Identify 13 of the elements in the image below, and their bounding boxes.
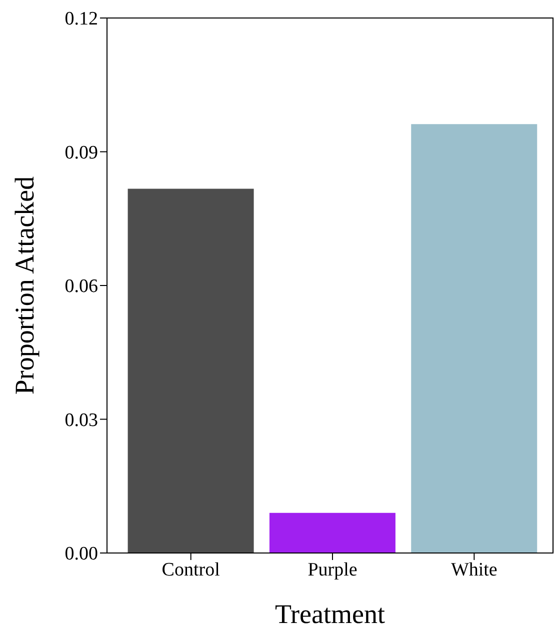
y-tick-label: 0.12 (64, 8, 98, 30)
x-tick-label: White (450, 559, 498, 580)
bar (411, 124, 538, 553)
y-tick-label: 0.06 (64, 276, 98, 298)
y-tick-label: 0.09 (64, 142, 98, 164)
x-tick-label: Control (162, 559, 220, 580)
y-axis-title: Proportion Attacked (10, 176, 40, 395)
bar (128, 188, 254, 553)
x-axis-title: Treatment (275, 599, 386, 629)
x-tick-label: Purple (308, 559, 358, 580)
bar (269, 512, 396, 553)
y-tick-label: 0.00 (64, 544, 98, 565)
y-tick-label: 0.03 (64, 410, 98, 431)
